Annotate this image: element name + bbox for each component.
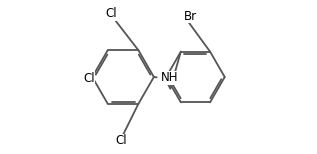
Text: Cl: Cl <box>115 134 126 147</box>
Text: Cl: Cl <box>106 7 117 20</box>
Text: NH: NH <box>161 71 178 84</box>
Text: Cl: Cl <box>83 72 95 85</box>
Text: Br: Br <box>184 10 197 23</box>
